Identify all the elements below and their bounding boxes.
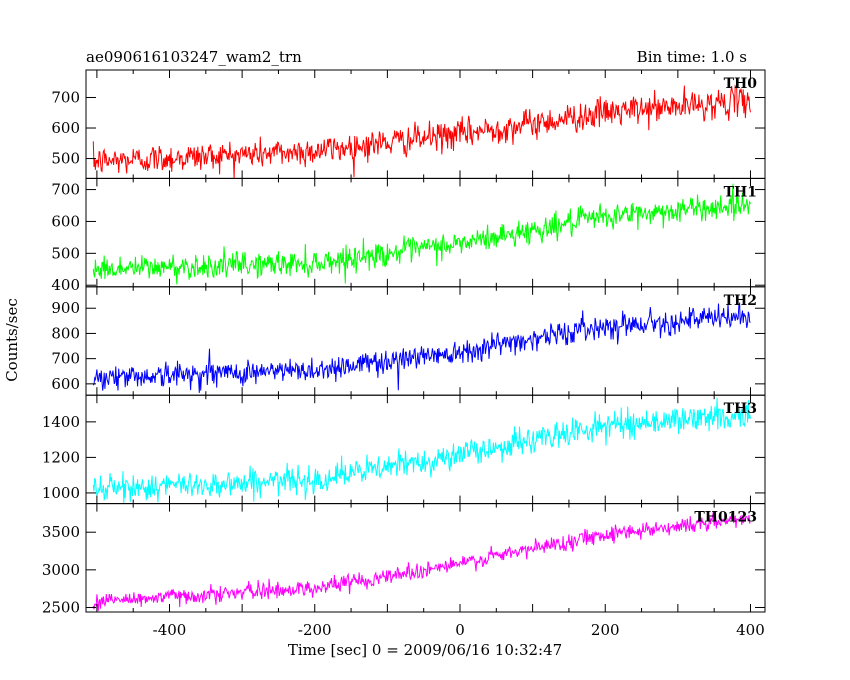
- panel-th0123: 2500 3000 3500 TH0123: [42, 503, 766, 616]
- panel-th2: 600 700 800 900 TH2: [51, 286, 766, 396]
- series-line-th3: [92, 397, 751, 504]
- panel-frame: [85, 177, 766, 288]
- panel-label: TH0123: [694, 510, 757, 526]
- panel-label: TH1: [724, 184, 757, 200]
- y-tick-label: 1200: [42, 448, 80, 466]
- series-line-th0: [92, 84, 751, 179]
- y-axis-title: Counts/sec: [3, 298, 21, 382]
- y-tick-label: 500: [51, 244, 80, 262]
- y-tick-label: 600: [51, 375, 80, 393]
- y-tick-label: 600: [51, 212, 80, 230]
- x-axis: -400 -200 0 200 400: [153, 621, 765, 639]
- panel-th3: 1000 1200 1400 TH3: [42, 394, 766, 505]
- y-tick-label: 800: [51, 324, 80, 342]
- y-tick-label: 600: [51, 119, 80, 137]
- x-tick-label: -400: [153, 621, 187, 639]
- y-tick-label: 3500: [42, 523, 80, 541]
- x-tick-label: 0: [455, 621, 465, 639]
- chart-title: ae090616103247_wam2_trn: [86, 48, 302, 66]
- panel-frame: [85, 503, 766, 613]
- y-tick-label: 700: [51, 88, 80, 106]
- y-tick-label: 400: [51, 276, 80, 294]
- panel-label: TH0: [724, 76, 758, 92]
- y-tick-label: 2500: [42, 598, 80, 616]
- series-line-th1: [92, 183, 751, 285]
- y-tick-label: 3000: [42, 561, 80, 579]
- series-line-th0123: [92, 511, 751, 611]
- panel-th0: 500 600 700 TH0: [51, 69, 766, 179]
- panel-label: TH3: [724, 401, 757, 417]
- y-tick-label: 700: [51, 350, 80, 368]
- panel-label: TH2: [724, 293, 757, 309]
- y-tick-label: 700: [51, 181, 80, 199]
- x-tick-label: -200: [298, 621, 332, 639]
- y-tick-label: 1400: [42, 413, 80, 431]
- panels-group: 500 600 700 TH0 400 500 600 700 TH1 600 700 800 900 T…: [42, 69, 766, 616]
- bin-time-label: Bin time: 1.0 s: [637, 48, 747, 66]
- series-line-th2: [92, 302, 751, 393]
- x-tick-label: 200: [591, 621, 620, 639]
- panel-th1: 400 500 600 700 TH1: [51, 177, 766, 294]
- x-tick-label: 400: [736, 621, 765, 639]
- y-tick-label: 500: [51, 150, 80, 168]
- x-axis-title: Time [sec] 0 = 2009/06/16 10:32:47: [288, 641, 562, 659]
- y-tick-label: 900: [51, 299, 80, 317]
- y-tick-label: 1000: [42, 484, 80, 502]
